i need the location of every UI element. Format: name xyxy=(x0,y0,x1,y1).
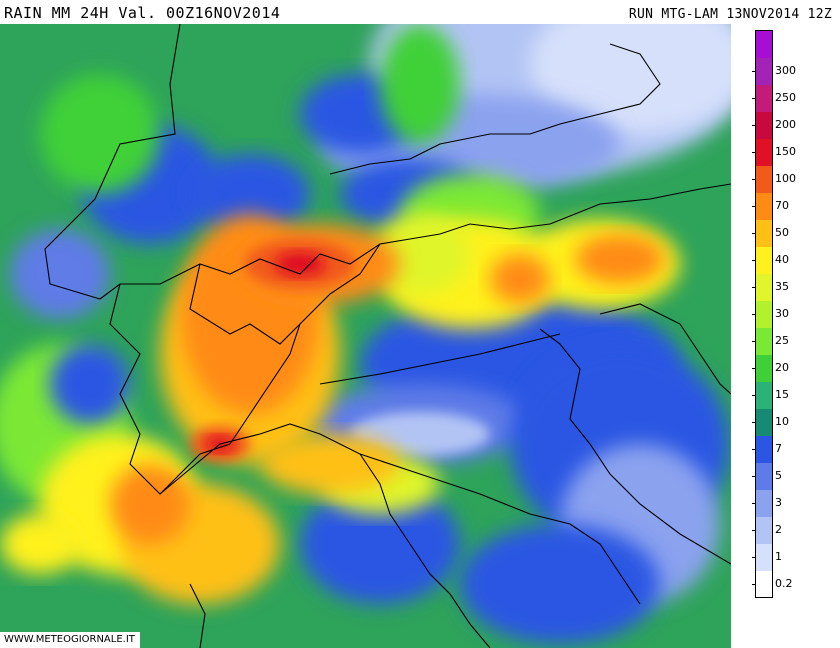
legend-label: 250 xyxy=(775,91,796,105)
rain-cell xyxy=(40,74,160,194)
legend-label: 70 xyxy=(775,199,789,213)
region-emilia xyxy=(359,453,641,605)
corsica xyxy=(189,583,206,648)
legend-swatch xyxy=(756,462,772,490)
legend-label: 30 xyxy=(775,307,789,320)
legend-swatch xyxy=(756,111,772,140)
legend-swatch xyxy=(756,192,772,221)
legend-swatch xyxy=(756,354,772,382)
legend-tick xyxy=(752,233,755,235)
legend-tick xyxy=(752,179,755,181)
legend-label: 3 xyxy=(775,495,782,509)
legend-tick xyxy=(752,367,755,369)
rain-cell xyxy=(380,24,460,144)
legend-swatch xyxy=(756,84,772,113)
border-swiss xyxy=(189,243,381,345)
legend-label: 25 xyxy=(775,333,789,347)
legend-label: 20 xyxy=(775,360,789,374)
legend-swatch xyxy=(756,408,772,436)
legend-tick xyxy=(752,502,755,504)
legend-label: 200 xyxy=(775,118,796,132)
legend-label: 40 xyxy=(775,253,789,267)
legend-tick xyxy=(752,260,755,262)
legend-swatch xyxy=(756,327,772,355)
legend-label: 35 xyxy=(775,280,789,294)
precipitation-field xyxy=(0,24,731,648)
border-alps-east xyxy=(329,43,661,175)
legend-label: 50 xyxy=(775,226,789,240)
border-north xyxy=(44,24,731,300)
legend-label: 300 xyxy=(775,64,796,78)
border-italy-fr xyxy=(229,323,301,445)
legend-swatch xyxy=(756,57,772,86)
rain-cell xyxy=(350,412,490,456)
legend-tick xyxy=(752,314,755,315)
legend-swatch xyxy=(756,543,772,571)
legend-swatch xyxy=(756,273,772,301)
map-title: RAIN MM 24H Val. 00Z16NOV2014 xyxy=(4,4,281,22)
legend-tick xyxy=(752,394,755,396)
legend-tick xyxy=(752,287,755,289)
legend-swatch xyxy=(756,300,772,328)
rain-cell xyxy=(460,524,660,644)
legend-tick xyxy=(752,340,755,342)
legend-swatch xyxy=(756,219,772,248)
rain-cell xyxy=(300,484,460,604)
legend-tick xyxy=(752,529,755,531)
legend-swatch xyxy=(756,165,772,194)
legend-label: 5 xyxy=(775,468,782,482)
legend-tick xyxy=(752,583,755,585)
legend-swatch xyxy=(756,138,772,167)
color-scale-legend xyxy=(755,30,773,598)
watermark: WWW.METEOGIORNALE.IT xyxy=(0,632,140,648)
legend-tick xyxy=(752,152,755,154)
legend-swatch xyxy=(756,246,772,275)
legend-swatch xyxy=(756,381,772,409)
legend-swatch xyxy=(756,570,772,598)
coast-adriatic xyxy=(539,328,731,565)
legend-swatch xyxy=(756,489,772,517)
rain-cell xyxy=(50,344,130,424)
legend-label: 150 xyxy=(775,145,796,159)
legend-label: 15 xyxy=(775,387,789,401)
borders xyxy=(44,24,731,648)
model-run-label: RUN MTG-LAM 13NOV2014 12Z xyxy=(628,7,832,22)
legend-label: 7 xyxy=(775,441,782,455)
border-west xyxy=(109,283,231,495)
legend-label: 1 xyxy=(775,549,782,563)
precipitation-map xyxy=(0,24,731,648)
legend-tick xyxy=(752,475,755,477)
rain-cell xyxy=(490,254,550,304)
legend-tick xyxy=(752,71,755,73)
legend-label: 2 xyxy=(775,522,782,536)
region-po xyxy=(319,333,561,385)
rain-cell xyxy=(260,434,400,494)
rain-cell xyxy=(190,154,310,234)
legend-tick xyxy=(752,125,755,127)
rain-cell xyxy=(530,24,731,134)
border-slovenia xyxy=(599,303,731,395)
legend-tick xyxy=(752,448,755,450)
legend-tick xyxy=(752,98,755,100)
coast-ligurian xyxy=(159,423,491,648)
legend-label: 0.2 xyxy=(775,576,793,590)
legend-tick xyxy=(752,206,755,208)
legend-swatch xyxy=(756,516,772,544)
rain-cell xyxy=(275,252,325,276)
legend-label: 10 xyxy=(775,414,789,428)
legend-swatch xyxy=(756,435,772,463)
legend-tick xyxy=(752,421,755,423)
rain-cell xyxy=(10,229,110,319)
legend-tick xyxy=(752,556,755,558)
rain-cell xyxy=(575,234,665,284)
rain-cell xyxy=(0,514,80,574)
legend-swatch xyxy=(756,31,772,59)
legend-label: 100 xyxy=(775,172,796,186)
